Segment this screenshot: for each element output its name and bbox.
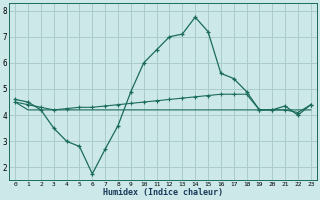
X-axis label: Humidex (Indice chaleur): Humidex (Indice chaleur) [103, 188, 223, 197]
